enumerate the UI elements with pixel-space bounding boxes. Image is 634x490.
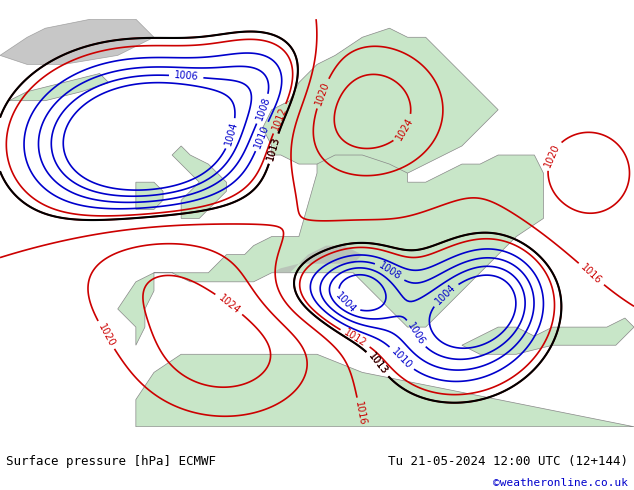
Polygon shape bbox=[0, 19, 154, 65]
Text: 1006: 1006 bbox=[174, 71, 199, 82]
Text: ©weatheronline.co.uk: ©weatheronline.co.uk bbox=[493, 478, 628, 489]
Text: 1024: 1024 bbox=[394, 116, 415, 142]
Text: 1016: 1016 bbox=[353, 400, 368, 426]
Text: 1013: 1013 bbox=[366, 351, 389, 377]
Polygon shape bbox=[262, 28, 498, 173]
Text: 1008: 1008 bbox=[254, 96, 272, 122]
Text: 1012: 1012 bbox=[342, 327, 368, 349]
Text: Surface pressure [hPa] ECMWF: Surface pressure [hPa] ECMWF bbox=[6, 455, 216, 468]
Text: 1013: 1013 bbox=[266, 135, 281, 162]
Text: 1010: 1010 bbox=[389, 346, 413, 371]
Text: 1020: 1020 bbox=[96, 322, 116, 348]
Polygon shape bbox=[118, 146, 543, 345]
Text: 1012: 1012 bbox=[270, 105, 288, 132]
Text: 1004: 1004 bbox=[224, 121, 240, 147]
Polygon shape bbox=[136, 182, 163, 209]
Text: Tu 21-05-2024 12:00 UTC (12+144): Tu 21-05-2024 12:00 UTC (12+144) bbox=[387, 455, 628, 468]
Polygon shape bbox=[136, 354, 634, 427]
Text: 1020: 1020 bbox=[542, 142, 561, 169]
Polygon shape bbox=[272, 245, 362, 273]
Text: 1006: 1006 bbox=[404, 321, 426, 347]
Polygon shape bbox=[172, 146, 226, 219]
Text: 1004: 1004 bbox=[433, 282, 458, 307]
Text: 1013: 1013 bbox=[266, 135, 281, 162]
Text: 1008: 1008 bbox=[377, 260, 403, 282]
Polygon shape bbox=[9, 74, 108, 100]
Text: 1016: 1016 bbox=[579, 262, 604, 286]
Text: 1024: 1024 bbox=[216, 293, 242, 316]
Text: 1013: 1013 bbox=[366, 351, 389, 377]
Polygon shape bbox=[462, 318, 634, 354]
Text: 1020: 1020 bbox=[313, 80, 331, 107]
Text: 1004: 1004 bbox=[333, 291, 358, 315]
Text: 1010: 1010 bbox=[252, 123, 271, 149]
